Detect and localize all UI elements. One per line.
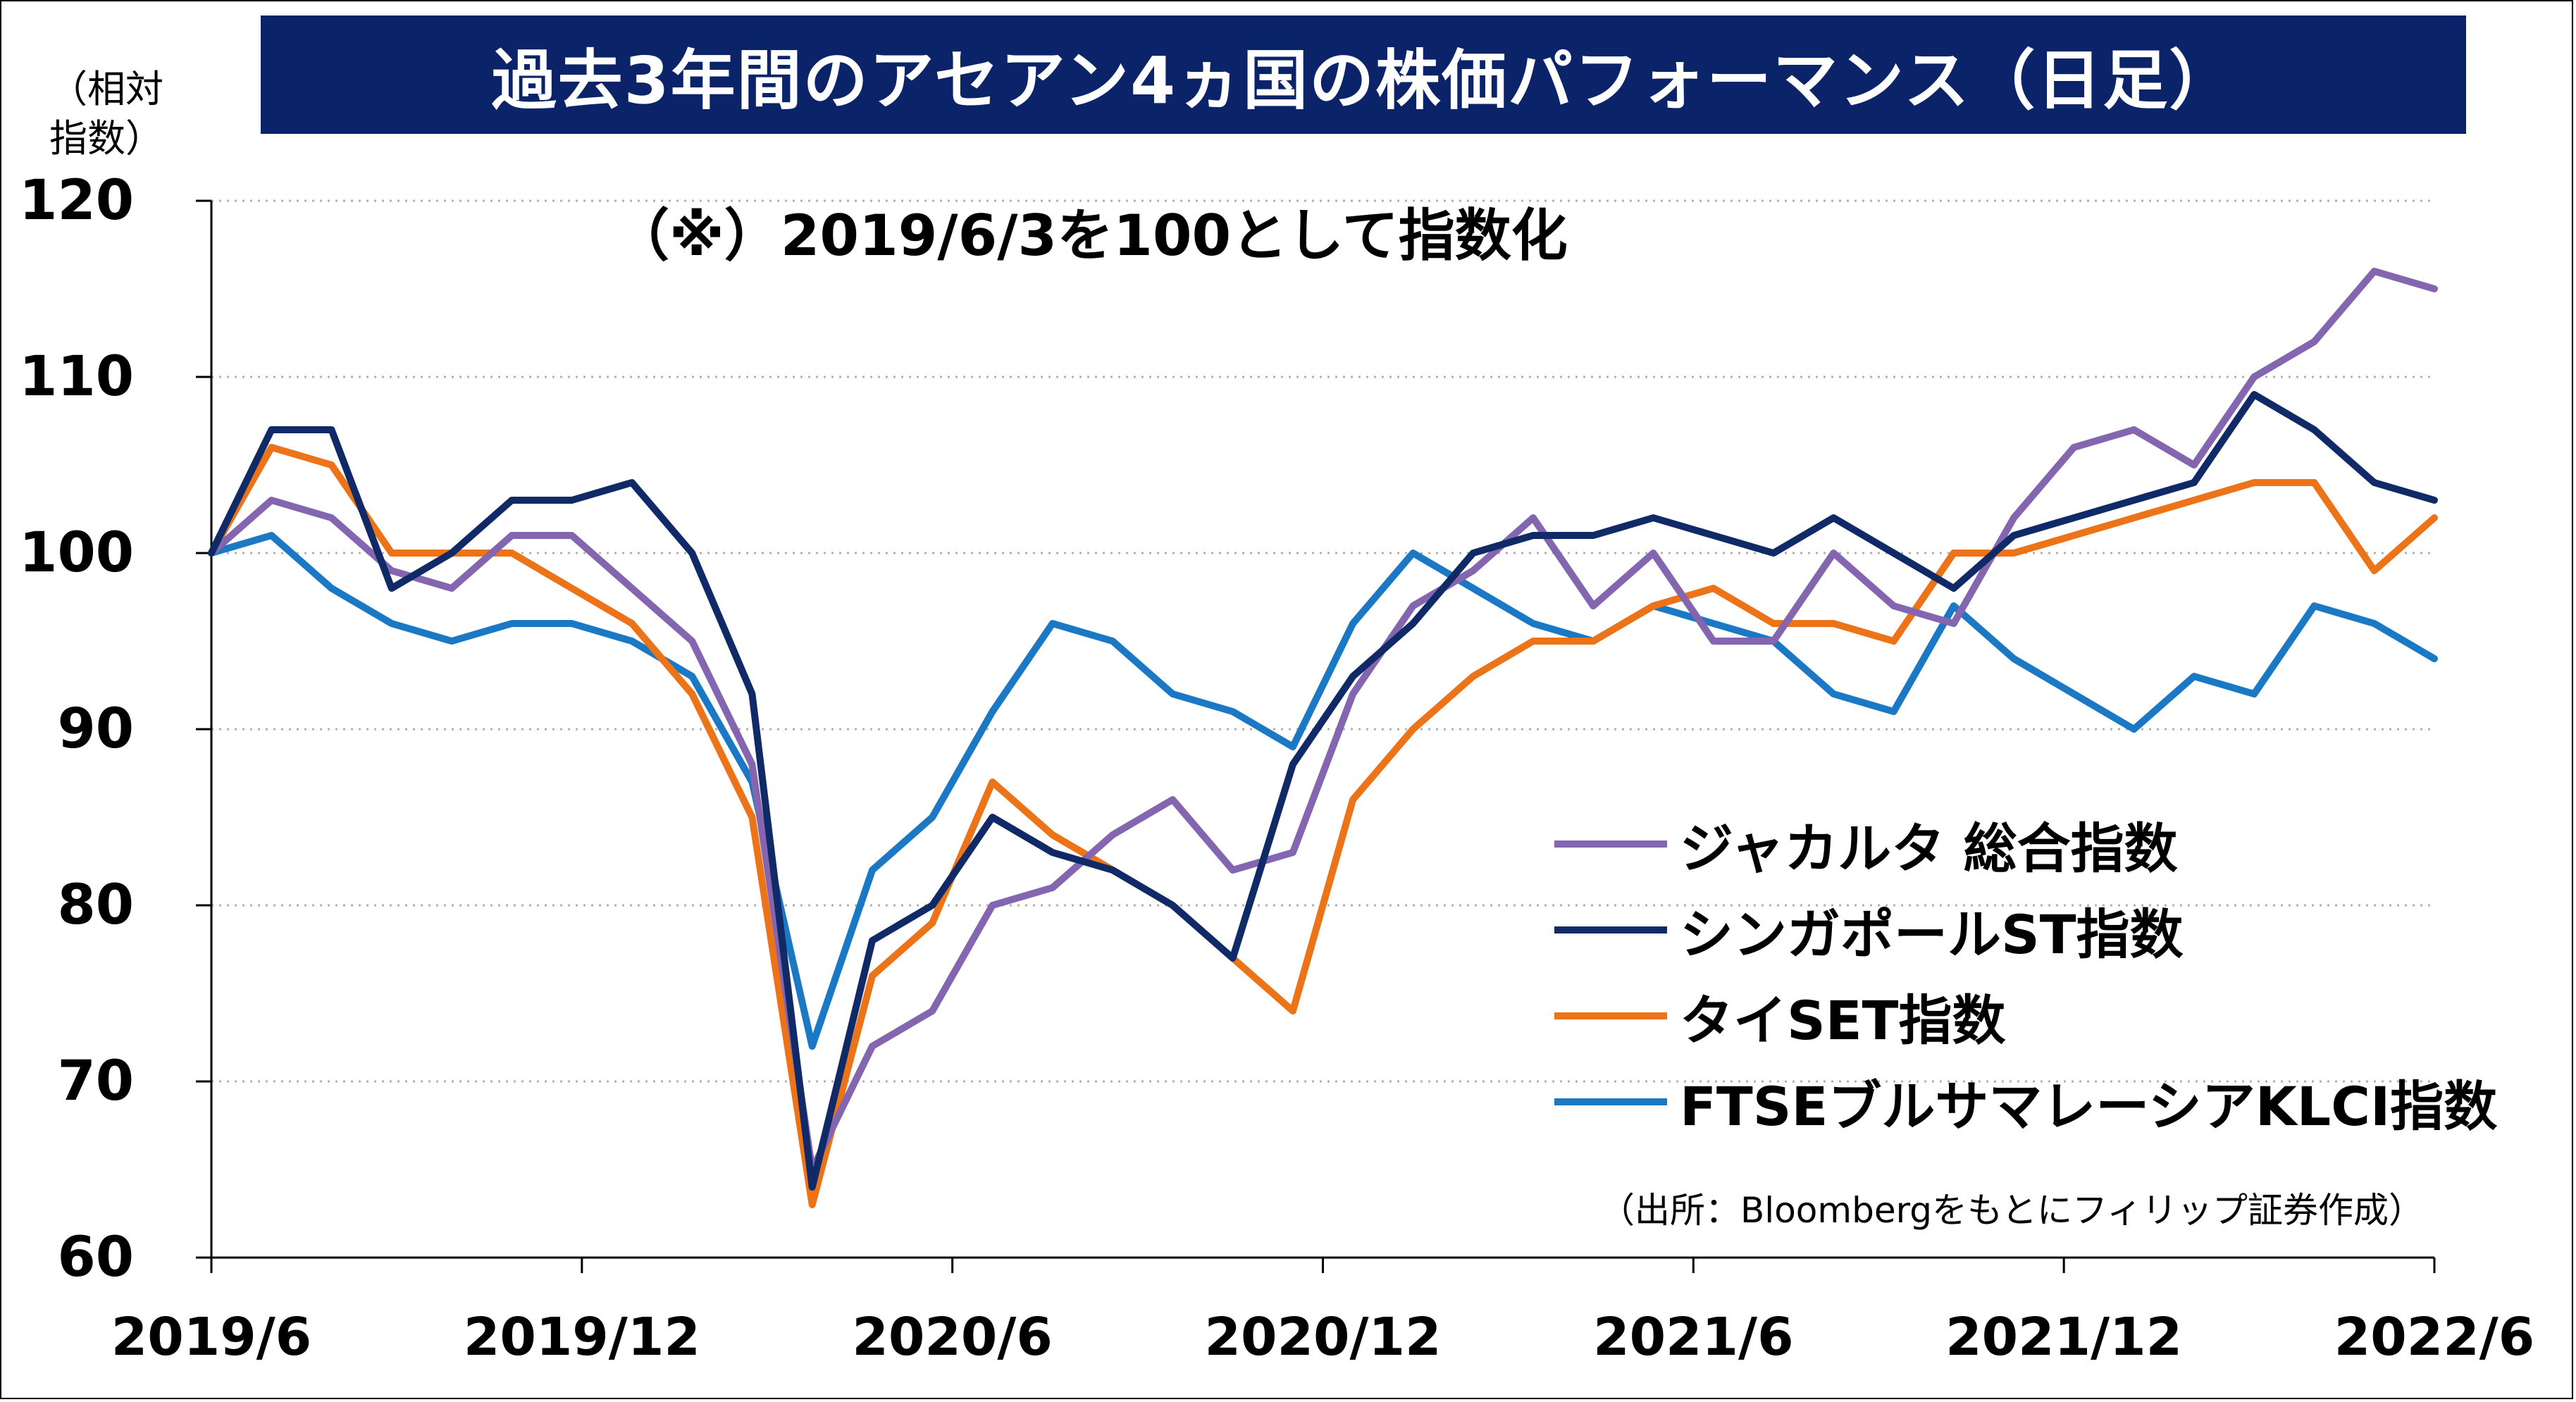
legend-label-thai: タイSET指数 [1680,989,2006,1052]
legend-swatch-singapore [1554,926,1667,933]
legend-swatch-thai [1554,1012,1667,1019]
chart-title: 過去3年間のアセアン4ヵ国の株価パフォーマンス（日足） [261,15,2466,134]
x-tick-label: 2022/6 [2334,1307,2534,1367]
legend-label-singapore: シンガポールST指数 [1680,903,2184,966]
legend-swatch-klci [1554,1098,1667,1105]
series-lines [208,268,2438,1208]
y-tick-label: 110 [19,345,134,409]
series-line-thai [208,444,2438,1208]
y-axis-label-line2: 指数） [49,116,163,161]
x-tick-label: 2021/12 [1945,1307,2182,1367]
x-tick-label: 2020/6 [852,1307,1052,1367]
y-tick-label: 90 [57,697,134,761]
y-tick-label: 100 [19,521,134,585]
x-tick-label: 2019/12 [464,1307,700,1367]
source-note: （出所：Bloombergをもとにフィリップ証券作成） [1599,1190,2424,1231]
series-line-singapore [208,391,2438,1191]
x-tick-label: 2019/6 [111,1307,311,1367]
y-tick-label: 120 [19,169,134,232]
series-line-jakarta [208,268,2438,1173]
legend-item-singapore: シンガポールST指数 [1554,895,2184,966]
legend-label-jakarta: ジャカルタ 総合指数 [1680,817,2178,880]
axes [196,199,2436,1273]
grid-lines [211,199,2434,1083]
legend-item-klci: FTSEブルサマレーシアKLCI指数 [1554,1067,2497,1138]
legend-item-jakarta: ジャカルタ 総合指数 [1554,809,2178,880]
legend-label-klci: FTSEブルサマレーシアKLCI指数 [1680,1075,2498,1138]
legend-item-thai: タイSET指数 [1554,981,2006,1052]
series-line-klci [208,532,2438,1050]
chart-note: （※）2019/6/3を100として指数化 [613,203,1568,268]
legend-swatch-jakarta [1554,840,1667,848]
x-tick-label: 2021/6 [1593,1307,1793,1367]
y-tick-label: 80 [57,874,134,937]
x-tick-labels: 2019/6 2019/12 2020/6 2020/12 2021/6 2021/12 2… [111,1307,2534,1367]
y-axis-label: （相対 [49,67,163,111]
y-tick-label: 70 [57,1050,134,1113]
y-tick-label: 60 [57,1226,134,1289]
y-tick-labels: 60 70 80 90 100 110 120 [19,169,134,1289]
x-tick-label: 2020/12 [1205,1307,1442,1367]
